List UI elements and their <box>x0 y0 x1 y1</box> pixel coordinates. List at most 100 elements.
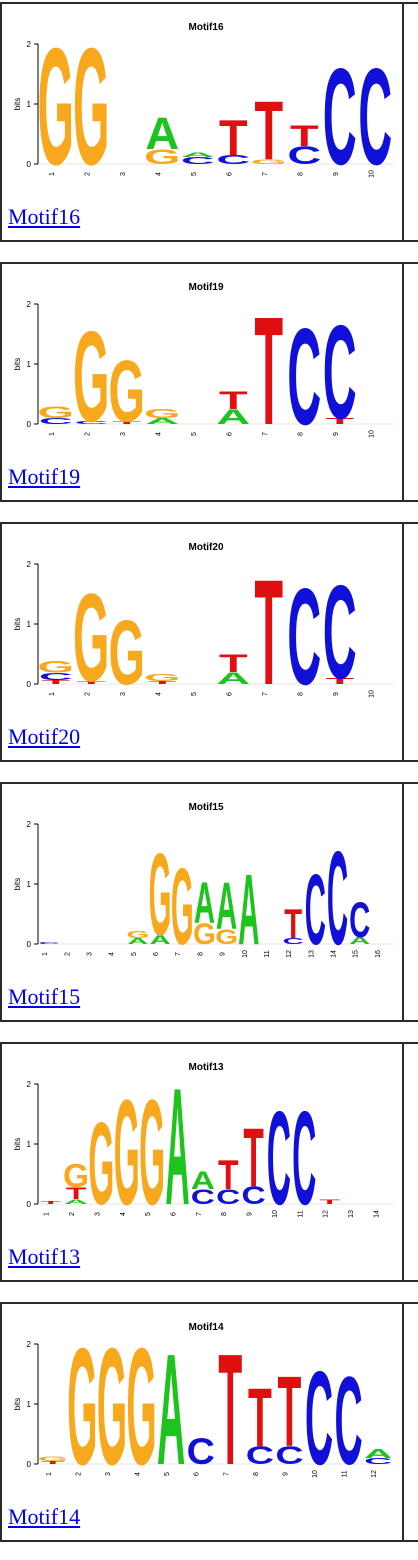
logo-letter-G: G <box>126 1314 156 1484</box>
motif-cell: Motif16 0 1 2 bits G 1 G 2 3 G A 4 C A 5 C T 6 G T 7 C T 8 C 9 C 10 M… <box>0 2 404 242</box>
position-label: 10 <box>272 1210 279 1218</box>
description-cell <box>404 1042 418 1282</box>
logo-letter-T: T <box>41 1460 65 1465</box>
logo-letter-G: G <box>73 14 109 184</box>
logo-letter-A: A <box>216 405 250 429</box>
position-label: 6 <box>226 172 233 176</box>
logo-letter-T: T <box>219 386 248 414</box>
position-label: 6 <box>153 952 160 956</box>
logo-letter-A: A <box>145 417 179 426</box>
logo-letter-C: C <box>39 671 73 682</box>
logo-letter-G: G <box>38 1455 68 1462</box>
position-label: 2 <box>64 952 71 956</box>
motif-row: Motif20 0 1 2 bits T C G 1 T G 2 G 3 T G 4 5 A T 6 T 7 C 8 T C 9 10 M… <box>0 522 418 766</box>
position-label: 10 <box>242 950 249 958</box>
description-cell <box>404 1302 418 1542</box>
position-label: 2 <box>84 172 91 176</box>
motif-cell: Motif20 0 1 2 bits T C G 1 T G 2 G 3 T G 4 5 A T 6 T 7 C 8 T C 9 10 M… <box>0 522 404 762</box>
position-label: 4 <box>155 432 162 436</box>
logo-letter-T: T <box>248 1370 272 1463</box>
motif-cell: Motif13 0 1 2 bits T 1 A T G 2 G 3 G 4 G 5 A 6 C A 7 C T 8 C T 9 C 10… <box>0 1042 404 1282</box>
motif-link[interactable]: Motif16 <box>8 204 81 229</box>
position-label: 8 <box>297 432 304 436</box>
logo-letter-A: A <box>149 933 170 947</box>
position-label: 5 <box>131 952 138 956</box>
y-tick-label: 1 <box>27 880 32 889</box>
y-tick-label: 2 <box>27 820 32 829</box>
logo-letter-C: C <box>181 155 215 166</box>
position-label: 7 <box>175 952 182 956</box>
y-axis-label: bits <box>13 98 22 110</box>
logo-letter-T: T <box>219 111 248 167</box>
motif-cell: Motif15 0 1 2 bits C 1 2 3 4 A G 5 A G 6 G 7 G A 8 G A 9 A 10 11 C T… <box>0 782 404 1022</box>
position-label: 4 <box>135 1472 142 1476</box>
position-label: 9 <box>333 432 340 436</box>
position-label: 12 <box>323 1210 330 1218</box>
logo-letter-C: C <box>358 40 392 184</box>
logo-letter-G: G <box>144 672 180 683</box>
position-label: 6 <box>194 1472 201 1476</box>
position-label: 4 <box>109 952 116 956</box>
y-tick-label: 1 <box>27 1400 32 1409</box>
position-label: 1 <box>49 432 56 436</box>
logo-letter-G: G <box>171 846 194 964</box>
position-label: 4 <box>120 1212 127 1216</box>
position-label: 10 <box>368 430 375 438</box>
motif-row: Motif14 0 1 2 bits T G 1 G 2 G 3 G 4 A 5 C 6 T 7 C T 8 C T 9 C 10 C 1… <box>0 1302 418 1546</box>
position-label: 4 <box>155 692 162 696</box>
position-label: 2 <box>69 1212 76 1216</box>
motif-link[interactable]: Motif14 <box>8 1504 81 1529</box>
y-axis-label: bits <box>13 1138 22 1150</box>
logo-letter-C: C <box>187 1431 215 1473</box>
position-label: 14 <box>331 950 338 958</box>
logo-letter-G: G <box>126 929 149 940</box>
logo-title: Motif13 <box>189 1062 224 1073</box>
logo-letter-C: C <box>267 1083 291 1224</box>
logo-letter-T: T <box>218 1153 238 1199</box>
position-label: 2 <box>75 1472 82 1476</box>
position-label: 5 <box>191 692 198 696</box>
position-label: 1 <box>46 1472 53 1476</box>
logo-title: Motif20 <box>189 542 224 553</box>
motif-link[interactable]: Motif19 <box>8 464 81 489</box>
logo-letter-G: G <box>109 602 145 704</box>
logo-letter-C: C <box>216 153 250 167</box>
y-tick-label: 1 <box>27 620 32 629</box>
y-tick-label: 2 <box>27 40 32 49</box>
logo-letter-G: G <box>215 926 238 949</box>
logo-letter-C: C <box>335 1351 363 1484</box>
position-label: 1 <box>44 1212 51 1216</box>
logo-letter-C: C <box>292 1083 316 1224</box>
y-tick-label: 0 <box>27 680 32 689</box>
logo-letter-C: C <box>283 937 304 946</box>
position-label: 7 <box>223 1472 230 1476</box>
logo-letter-C: C <box>241 1182 265 1210</box>
logo-letter-C: C <box>305 1343 333 1484</box>
position-label: 8 <box>197 952 204 956</box>
logo-letter-G: G <box>109 341 145 439</box>
position-label: 12 <box>371 1470 378 1478</box>
y-tick-label: 1 <box>27 1140 32 1149</box>
position-label: 4 <box>155 172 162 176</box>
motif-link[interactable]: Motif15 <box>8 984 81 1009</box>
logo-letter-T: T <box>325 677 354 686</box>
logo-letter-C: C <box>246 1441 274 1469</box>
y-tick-label: 1 <box>27 360 32 369</box>
logo-letter-A: A <box>145 107 179 158</box>
y-tick-label: 2 <box>27 560 32 569</box>
logo-letter-G: G <box>73 304 109 444</box>
position-label: 10 <box>368 690 375 698</box>
logo-letter-T: T <box>284 900 302 947</box>
position-label: 14 <box>373 1210 380 1218</box>
logo-letter-A: A <box>349 935 370 946</box>
y-axis-label: bits <box>13 878 22 890</box>
description-cell <box>404 262 418 502</box>
motif-link[interactable]: Motif13 <box>8 1244 81 1269</box>
position-label: 5 <box>164 1472 171 1476</box>
logo-letter-C: C <box>287 560 321 704</box>
position-label: 13 <box>348 1210 355 1218</box>
motif-link[interactable]: Motif20 <box>8 724 81 749</box>
